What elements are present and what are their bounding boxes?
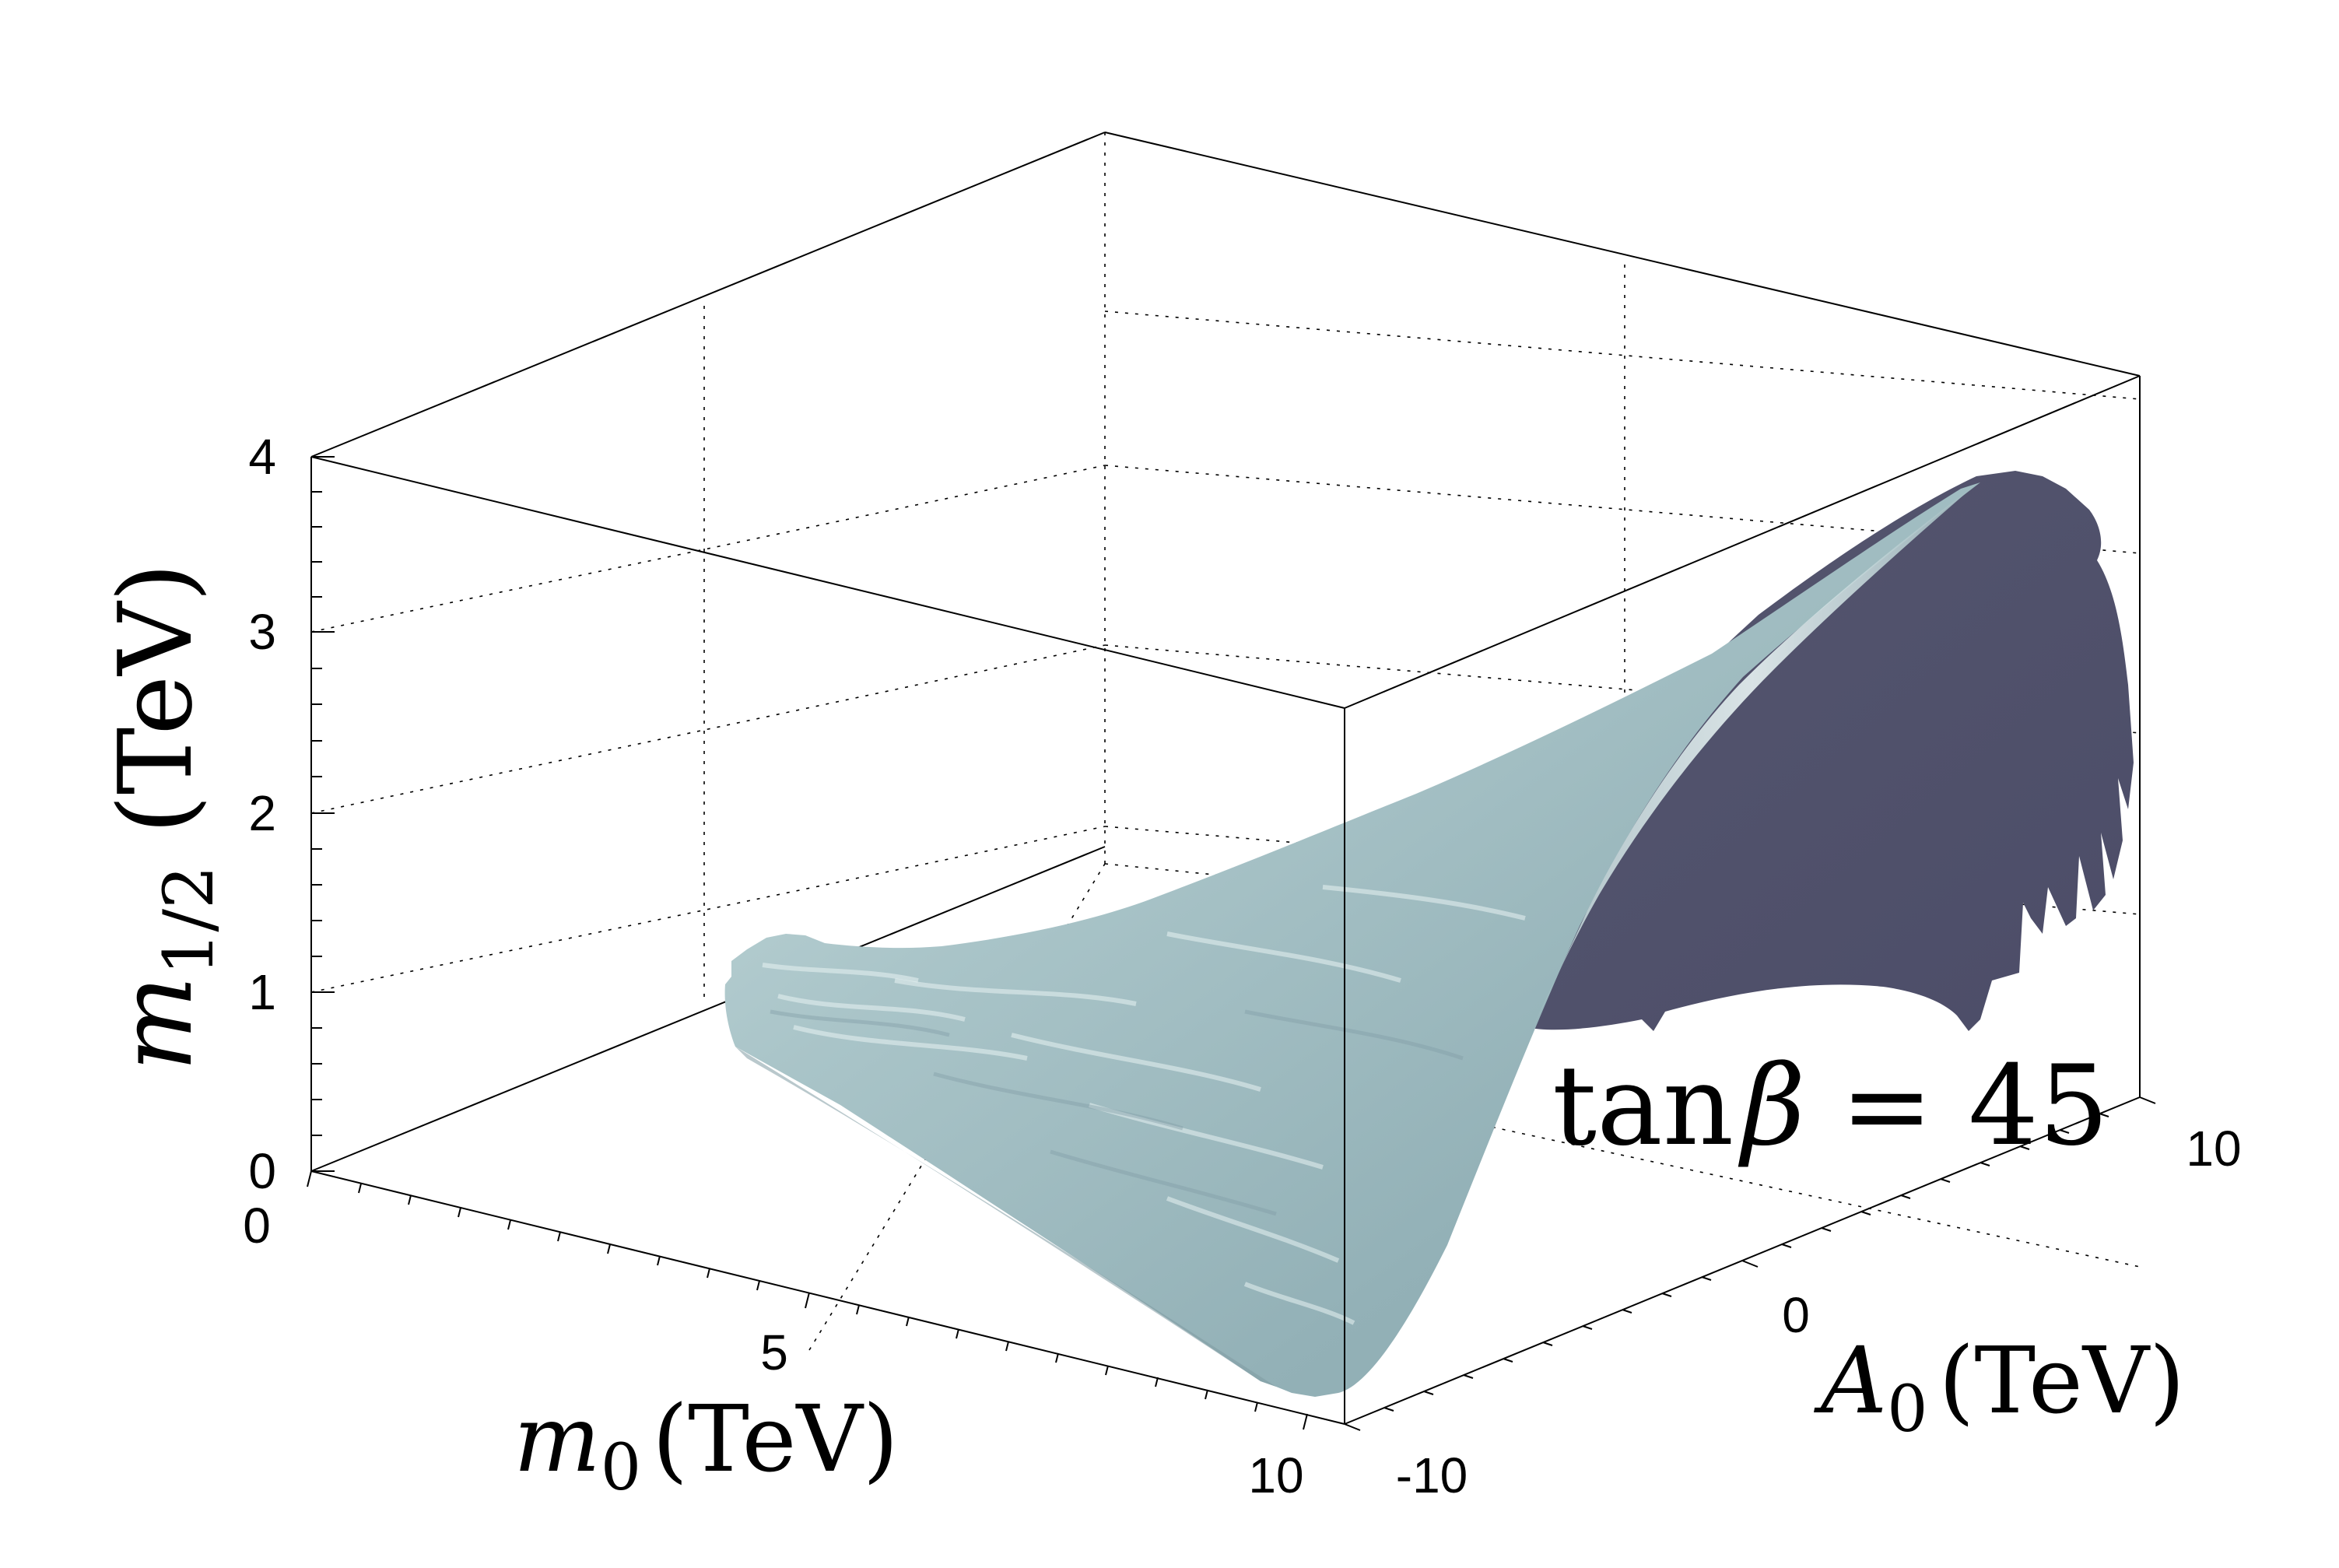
surface-underside — [735, 1047, 1276, 1387]
y-tick-label: -10 — [1396, 1447, 1468, 1503]
grid-left-z3 — [310, 465, 1106, 633]
box-top-right-edge — [1344, 375, 2141, 709]
z-tick-label: 1 — [248, 964, 276, 1020]
z-axis-ticks — [311, 456, 335, 1172]
x-tick-label: 5 — [760, 1324, 788, 1380]
surface-dark-side — [1478, 471, 2134, 1031]
z-axis-title: m1/2(TeV) — [96, 563, 229, 1072]
surface — [724, 471, 2134, 1397]
x-axis-ticks — [307, 1170, 1308, 1430]
box-floor-front-m0 — [310, 1170, 1345, 1425]
y-tick-label: 10 — [2186, 1121, 2241, 1177]
z-tick-label: 4 — [248, 429, 276, 485]
grid-back-z1 — [1104, 826, 2141, 915]
box-top-left-edge — [310, 132, 1106, 458]
box-left-floor-edge — [310, 846, 1106, 1172]
surface-light-front — [724, 482, 1980, 1397]
surface-shadows — [770, 1009, 1464, 1216]
box-top-front-edge — [310, 456, 1345, 709]
x-tick-label: 10 — [1248, 1447, 1303, 1503]
y-tick-label: 0 — [1782, 1287, 1810, 1343]
z-tick-label: 3 — [248, 604, 276, 660]
x-tick-labels: 0 5 10 — [243, 1198, 1303, 1503]
y-axis-ticks — [1344, 1096, 2156, 1431]
tan-beta-annotation: tanβ = 45 — [1552, 1042, 2109, 1170]
z-tick-label: 0 — [248, 1143, 276, 1199]
box-top-back-edge — [1104, 132, 2141, 377]
x-tick-label: 0 — [243, 1198, 271, 1254]
z-tick-labels: 0 1 2 3 4 — [248, 429, 276, 1199]
grid-left-z1 — [310, 826, 1106, 993]
y-tick-labels: -10 0 10 — [1396, 1121, 2242, 1503]
z-tick-label: 2 — [248, 785, 276, 841]
grid-back-z4 — [1104, 310, 2141, 400]
grid-back-z2 — [1104, 644, 2141, 734]
y-axis-title: A0 (TeV) — [1814, 1327, 2185, 1447]
surface-ripples — [762, 885, 1526, 1325]
grid-left-z2 — [310, 644, 1106, 814]
x-axis-title: m0 (TeV) — [514, 1385, 899, 1505]
grid-back-z3 — [1104, 465, 2141, 554]
